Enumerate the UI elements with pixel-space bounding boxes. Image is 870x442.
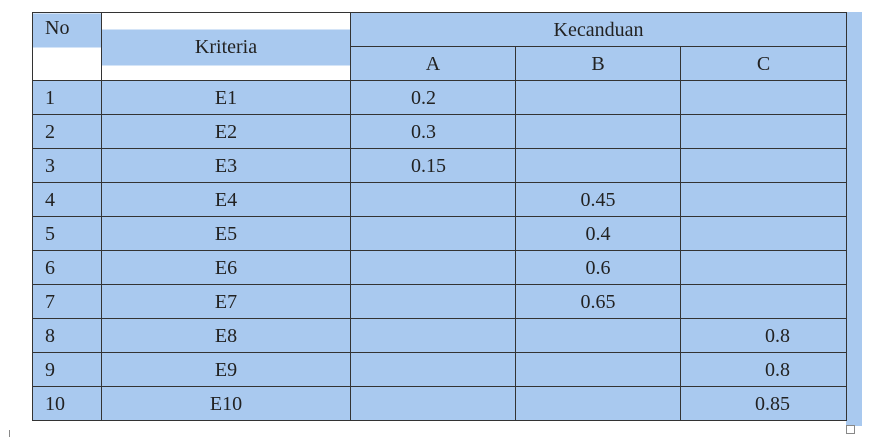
value-b: 0.4 [515, 216, 681, 251]
criterion: E3 [101, 148, 351, 183]
value-c: 0.8 [680, 318, 847, 353]
empty-cell [350, 182, 516, 217]
row-number: 1 [32, 80, 102, 115]
data-row: 10 E10 0.85 [32, 386, 847, 421]
row-number: 8 [32, 318, 102, 353]
shading [846, 12, 862, 426]
value-b: 0.65 [515, 284, 681, 319]
empty-cell [515, 352, 681, 387]
row-number: 9 [32, 352, 102, 387]
empty-cell [680, 148, 847, 183]
margin-mark [9, 430, 10, 437]
empty-cell [680, 216, 847, 251]
header-column: B [515, 46, 681, 81]
row-number: 10 [32, 386, 102, 421]
empty-cell [515, 148, 681, 183]
header-group: Kecanduan [350, 12, 847, 47]
criterion: E2 [101, 114, 351, 149]
data-row: 1 E1 0.2 [32, 80, 847, 115]
value-b: 0.45 [515, 182, 681, 217]
data-row: 9 E9 0.8 [32, 352, 847, 387]
data-row: 6 E6 0.6 [32, 250, 847, 285]
criterion: E8 [101, 318, 351, 353]
data-row: 2 E2 0.3 [32, 114, 847, 149]
row-number: 6 [32, 250, 102, 285]
table: No Kriteria Kecanduan A B C 1 E1 0.2 2 E2 0.3… [32, 12, 847, 421]
value-a: 0.2 [350, 80, 516, 115]
data-row: 8 E8 0.8 [32, 318, 847, 353]
header-kriteria: Kriteria [101, 12, 351, 81]
data-row: 5 E5 0.4 [32, 216, 847, 251]
value-a: 0.3 [350, 114, 516, 149]
criterion: E10 [101, 386, 351, 421]
empty-cell [515, 80, 681, 115]
empty-cell [680, 284, 847, 319]
criterion: E7 [101, 284, 351, 319]
header-row: No Kriteria Kecanduan [32, 12, 847, 81]
header-no: No [32, 12, 102, 81]
header-column: C [680, 46, 847, 81]
criterion: E5 [101, 216, 351, 251]
empty-cell [680, 80, 847, 115]
empty-cell [350, 284, 516, 319]
empty-cell [515, 386, 681, 421]
row-number: 3 [32, 148, 102, 183]
criterion: E4 [101, 182, 351, 217]
resize-handle [846, 425, 855, 434]
row-number: 2 [32, 114, 102, 149]
row-number: 7 [32, 284, 102, 319]
empty-cell [350, 216, 516, 251]
data-row: 3 E3 0.15 [32, 148, 847, 183]
empty-cell [350, 352, 516, 387]
row-number: 5 [32, 216, 102, 251]
value-c: 0.8 [680, 352, 847, 387]
value-a: 0.15 [350, 148, 516, 183]
table-body: No Kriteria Kecanduan A B C 1 E1 0.2 2 E2 0.3… [32, 12, 847, 421]
criterion: E1 [101, 80, 351, 115]
empty-cell [515, 318, 681, 353]
criterion: E6 [101, 250, 351, 285]
empty-cell [350, 250, 516, 285]
criterion: E9 [101, 352, 351, 387]
header-column: A [350, 46, 516, 81]
data-row: 7 E7 0.65 [32, 284, 847, 319]
row-number: 4 [32, 182, 102, 217]
empty-cell [515, 114, 681, 149]
empty-cell [680, 250, 847, 285]
empty-cell [350, 318, 516, 353]
empty-cell [350, 386, 516, 421]
empty-cell [680, 182, 847, 217]
data-row: 4 E4 0.45 [32, 182, 847, 217]
empty-cell [680, 114, 847, 149]
value-b: 0.6 [515, 250, 681, 285]
header-row: A B C [33, 46, 847, 81]
value-c: 0.85 [680, 386, 847, 421]
